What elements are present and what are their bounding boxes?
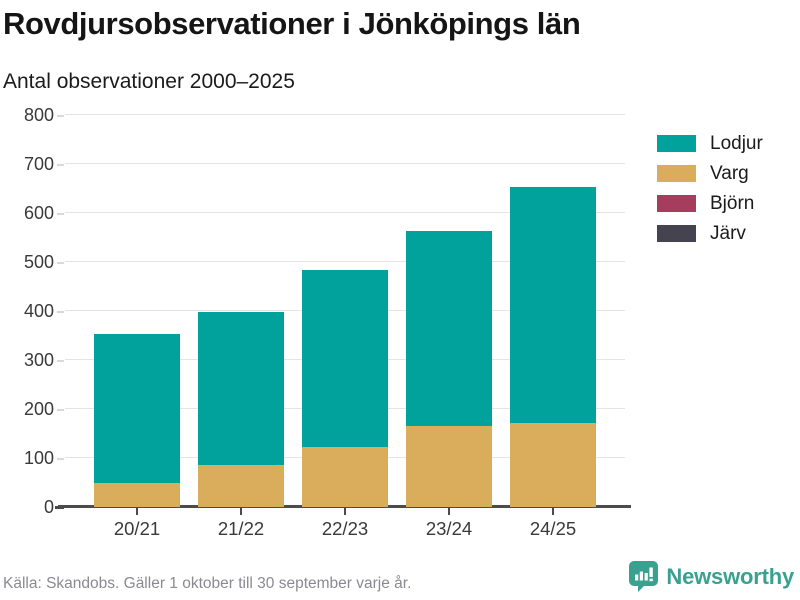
y-axis-tick-0	[55, 506, 64, 509]
newsworthy-icon	[629, 561, 659, 592]
gridline-600	[65, 212, 625, 213]
x-axis-tick-22/23	[344, 508, 346, 515]
y-axis-tick-500	[57, 262, 64, 264]
legend-swatch-lodjur	[657, 135, 696, 152]
legend-swatch-järv	[657, 225, 696, 242]
y-axis-label-400: 400	[23, 301, 54, 321]
legend-swatch-varg	[657, 165, 696, 182]
x-axis-label-24/25: 24/25	[529, 518, 577, 539]
x-axis-label-23/24: 23/24	[425, 518, 473, 539]
x-axis-label-22/23: 22/23	[321, 518, 369, 539]
y-axis-tick-700	[57, 164, 64, 166]
legend-label-järv: Järv	[710, 222, 746, 244]
segment-lodjur-24/25	[510, 187, 596, 423]
x-axis-tick-20/21	[136, 508, 138, 515]
x-axis-label-20/21: 20/21	[113, 518, 161, 539]
newsworthy-wordmark: Newsworthy	[666, 563, 794, 589]
y-axis-label-300: 300	[23, 350, 54, 370]
bar-20/21	[85, 115, 189, 507]
bar-22/23	[293, 115, 397, 507]
y-axis-tick-300	[57, 360, 64, 362]
y-axis-tick-100	[57, 458, 64, 460]
bars	[85, 115, 605, 507]
x-axis-tick-23/24	[448, 508, 450, 515]
chart-title: Rovdjursobservationer i Jönköpings län	[3, 6, 581, 41]
y-axis-label-500: 500	[23, 252, 54, 272]
y-axis-label-600: 600	[23, 203, 54, 223]
segment-varg-24/25	[510, 422, 596, 507]
segment-lodjur-22/23	[302, 270, 388, 448]
y-axis-label-800: 800	[23, 105, 54, 125]
x-axis-tick-24/25	[552, 508, 554, 515]
legend-label-varg: Varg	[710, 162, 749, 184]
legend: Lodjur Varg Björn Järv	[657, 132, 763, 255]
segment-lodjur-20/21	[94, 334, 180, 484]
x-axis-label-21/22: 21/22	[217, 518, 265, 539]
gridline-800	[65, 114, 625, 115]
y-axis-tick-200	[57, 409, 64, 411]
y-axis-tick-400	[57, 311, 64, 313]
gridline-700	[65, 163, 625, 164]
y-axis-label-100: 100	[23, 448, 54, 468]
legend-label-lodjur: Lodjur	[710, 132, 763, 154]
y-axis-tick-600	[57, 213, 64, 215]
newsworthy-logo[interactable]: Newsworthy	[628, 560, 794, 593]
y-axis-tick-800	[57, 115, 64, 117]
y-axis-label-700: 700	[23, 154, 54, 174]
y-axis-label-200: 200	[23, 399, 54, 419]
bar-21/22	[189, 115, 293, 507]
legend-label-björn: Björn	[710, 192, 755, 214]
bar-23/24	[397, 115, 501, 507]
y-axis-label-0: 0	[43, 497, 54, 517]
chart-subtitle: Antal observationer 2000–2025	[3, 70, 295, 93]
legend-item-björn: Björn	[657, 192, 763, 214]
plot-area	[58, 114, 631, 508]
legend-item-lodjur: Lodjur	[657, 132, 763, 154]
source-note: Källa: Skandobs. Gäller 1 oktober till 3…	[3, 575, 412, 592]
legend-item-järv: Järv	[657, 222, 763, 244]
segment-lodjur-21/22	[198, 312, 284, 466]
segment-lodjur-23/24	[406, 231, 492, 427]
bar-24/25	[501, 115, 605, 507]
segment-varg-21/22	[198, 465, 284, 507]
segment-varg-20/21	[94, 483, 180, 507]
legend-swatch-björn	[657, 195, 696, 212]
gridline-500	[65, 261, 625, 262]
x-axis-tick-21/22	[240, 508, 242, 515]
legend-item-varg: Varg	[657, 162, 763, 184]
segment-varg-23/24	[406, 426, 492, 507]
segment-varg-22/23	[302, 447, 388, 507]
